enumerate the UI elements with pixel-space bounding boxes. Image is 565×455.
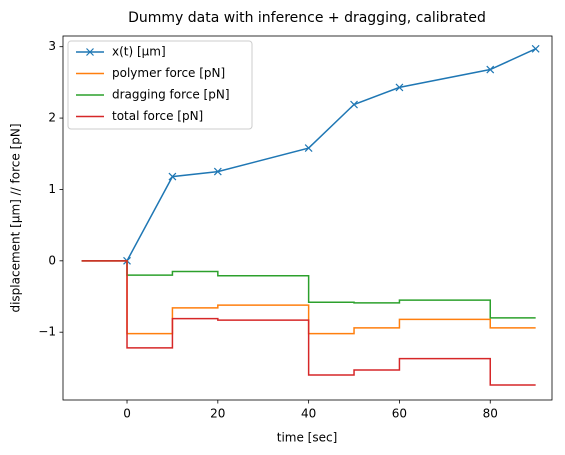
marker bbox=[213, 167, 222, 176]
series-line bbox=[126, 48, 536, 262]
legend-label: dragging force [pN] bbox=[112, 88, 230, 102]
legend-label: x(t) [µm] bbox=[112, 45, 166, 59]
x-axis-label: time [sec] bbox=[277, 431, 338, 445]
y-tick-label: 1 bbox=[48, 182, 56, 196]
legend-label: total force [pN] bbox=[112, 109, 203, 123]
y-tick-label: −1 bbox=[38, 325, 56, 339]
y-tick-label: 3 bbox=[48, 39, 56, 53]
chart-title: Dummy data with inference + dragging, ca… bbox=[128, 10, 486, 26]
y-tick-label: 2 bbox=[48, 111, 56, 125]
legend-box bbox=[67, 40, 253, 130]
x-tick-label: 20 bbox=[210, 407, 225, 421]
marker bbox=[395, 83, 404, 92]
x-tick-label: 60 bbox=[392, 407, 407, 421]
marker bbox=[350, 100, 358, 109]
legend-label: polymer force [pN] bbox=[112, 66, 225, 80]
marker bbox=[531, 44, 540, 53]
x-tick-label: 80 bbox=[483, 407, 498, 421]
marker bbox=[486, 65, 495, 74]
series-line bbox=[81, 260, 536, 386]
x-tick-label: 0 bbox=[123, 407, 131, 421]
plot-frame bbox=[62, 35, 553, 401]
legend-marker bbox=[86, 48, 94, 56]
marker bbox=[304, 144, 313, 152]
y-axis-label: displacement [µm] // force [pN] bbox=[9, 123, 23, 312]
series-line bbox=[81, 260, 536, 319]
y-tick-label: 0 bbox=[48, 253, 56, 267]
x-tick-label: 40 bbox=[301, 407, 316, 421]
marker bbox=[168, 172, 177, 181]
